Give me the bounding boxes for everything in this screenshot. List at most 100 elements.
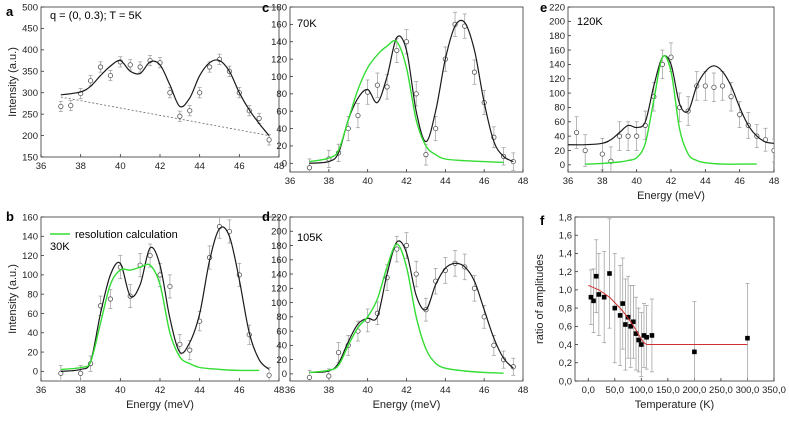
data-point bbox=[413, 91, 419, 97]
resolution-curve bbox=[309, 243, 504, 374]
y-tick-label: 120 bbox=[271, 54, 287, 65]
x-tick-label: 250,0 bbox=[709, 385, 733, 396]
x-tick-label: 44 bbox=[700, 176, 711, 187]
data-point bbox=[187, 347, 193, 353]
x-tick-label: 42 bbox=[155, 385, 166, 396]
fit-curve bbox=[60, 59, 270, 136]
data-point bbox=[639, 342, 644, 347]
series-group bbox=[568, 42, 774, 172]
y-tick-label: 1,4 bbox=[559, 249, 572, 260]
x-tick-label: 150,0 bbox=[656, 385, 680, 396]
data-point bbox=[628, 324, 634, 329]
y-tick-label: 60 bbox=[276, 326, 287, 337]
data-point bbox=[433, 125, 439, 132]
x-axis-label: Temperature (K) bbox=[635, 399, 714, 411]
x-tick-label: 42 bbox=[155, 161, 166, 172]
fit-curve bbox=[60, 226, 270, 372]
y-tick-label: 80 bbox=[276, 312, 287, 323]
panel-letter: a bbox=[6, 4, 14, 19]
data-point bbox=[58, 103, 64, 110]
data-point bbox=[266, 137, 272, 143]
y-tick-label: 20 bbox=[276, 355, 287, 366]
series-group bbox=[306, 232, 516, 381]
resolution-curve bbox=[60, 263, 260, 372]
x-tick-label: 200,0 bbox=[683, 385, 707, 396]
data-point bbox=[423, 152, 429, 158]
x-tick-label: 36 bbox=[285, 176, 296, 187]
data-point bbox=[728, 94, 734, 100]
panel-letter: c bbox=[262, 0, 269, 15]
data-point bbox=[384, 84, 390, 90]
y-tick-label: 0,2 bbox=[559, 358, 572, 369]
y-tick-label: 100 bbox=[271, 298, 287, 309]
data-point bbox=[601, 294, 607, 300]
data-point bbox=[306, 374, 313, 381]
x-tick-label: 42 bbox=[401, 176, 412, 187]
data-point bbox=[641, 333, 647, 338]
data-point bbox=[177, 113, 183, 119]
data-point bbox=[127, 62, 133, 68]
y-tick-label: 400 bbox=[22, 45, 38, 56]
data-point bbox=[668, 54, 674, 60]
x-tick-label: 40 bbox=[631, 176, 642, 187]
series-group bbox=[58, 53, 272, 146]
y-tick-label: 220 bbox=[549, 2, 565, 13]
data-point bbox=[636, 337, 641, 343]
data-point bbox=[326, 373, 332, 379]
panel-e: 36 38 40 42 44 46 48 0 20 40 60 80 100 120 140 160 180 20… bbox=[540, 0, 779, 202]
x-tick-label: 42 bbox=[401, 385, 412, 396]
fit-curve bbox=[309, 240, 514, 374]
data-point bbox=[692, 349, 697, 355]
y-axis-label: Intensity (a.u.) bbox=[7, 47, 19, 117]
legend-label: resolution calculation bbox=[75, 229, 178, 241]
axes-frame bbox=[574, 216, 775, 382]
data-point bbox=[68, 102, 74, 109]
y-tick-label: 100 bbox=[271, 72, 287, 83]
data-point bbox=[187, 108, 193, 114]
data-point bbox=[147, 252, 153, 259]
y-tick-label: 120 bbox=[549, 74, 565, 85]
data-point bbox=[573, 129, 580, 136]
y-tick-label: 0 bbox=[560, 160, 565, 171]
x-axis-label: Energy (meV) bbox=[637, 190, 705, 202]
data-point bbox=[633, 331, 639, 336]
data-point bbox=[137, 64, 143, 70]
data-point bbox=[306, 165, 313, 171]
data-point bbox=[374, 82, 380, 88]
data-point bbox=[711, 84, 717, 90]
y-tick-label: 60 bbox=[276, 107, 287, 118]
x-tick-label: 0,0 bbox=[582, 385, 595, 396]
y-tick-label: 500 bbox=[22, 2, 38, 13]
y-tick-label: 40 bbox=[554, 131, 565, 142]
data-point bbox=[403, 242, 410, 249]
data-point bbox=[620, 301, 626, 306]
data-point bbox=[625, 314, 631, 320]
y-axis-label: Intensity (a.u.) bbox=[7, 264, 19, 334]
data-point bbox=[588, 294, 594, 300]
data-point bbox=[177, 341, 183, 347]
data-point bbox=[631, 319, 636, 325]
y-tick-label: 20 bbox=[27, 347, 38, 358]
x-tick-label: 44 bbox=[440, 385, 451, 396]
y-tick-label: 160 bbox=[549, 45, 565, 56]
y-tick-label: 40 bbox=[27, 328, 38, 339]
y-tick-label: 450 bbox=[22, 24, 38, 35]
y-tick-label: 20 bbox=[276, 141, 287, 152]
y-tick-label: 0 bbox=[282, 159, 287, 170]
x-tick-label: 40 bbox=[362, 385, 373, 396]
data-point bbox=[266, 372, 272, 378]
data-point bbox=[256, 115, 262, 122]
data-point bbox=[107, 296, 114, 302]
y-tick-label: 80 bbox=[276, 89, 287, 100]
y-tick-label: 140 bbox=[271, 37, 287, 48]
data-point bbox=[197, 90, 203, 96]
x-tick-label: 44 bbox=[194, 385, 205, 396]
y-tick-label: 1,0 bbox=[559, 285, 572, 296]
y-tick-label: 1,8 bbox=[559, 212, 572, 223]
y-tick-label: 80 bbox=[554, 103, 565, 114]
data-point bbox=[97, 64, 104, 70]
x-tick-label: 38 bbox=[75, 385, 86, 396]
y-tick-label: 180 bbox=[549, 31, 565, 42]
y-tick-label: 250 bbox=[22, 109, 38, 120]
panel-letter: b bbox=[6, 209, 14, 224]
